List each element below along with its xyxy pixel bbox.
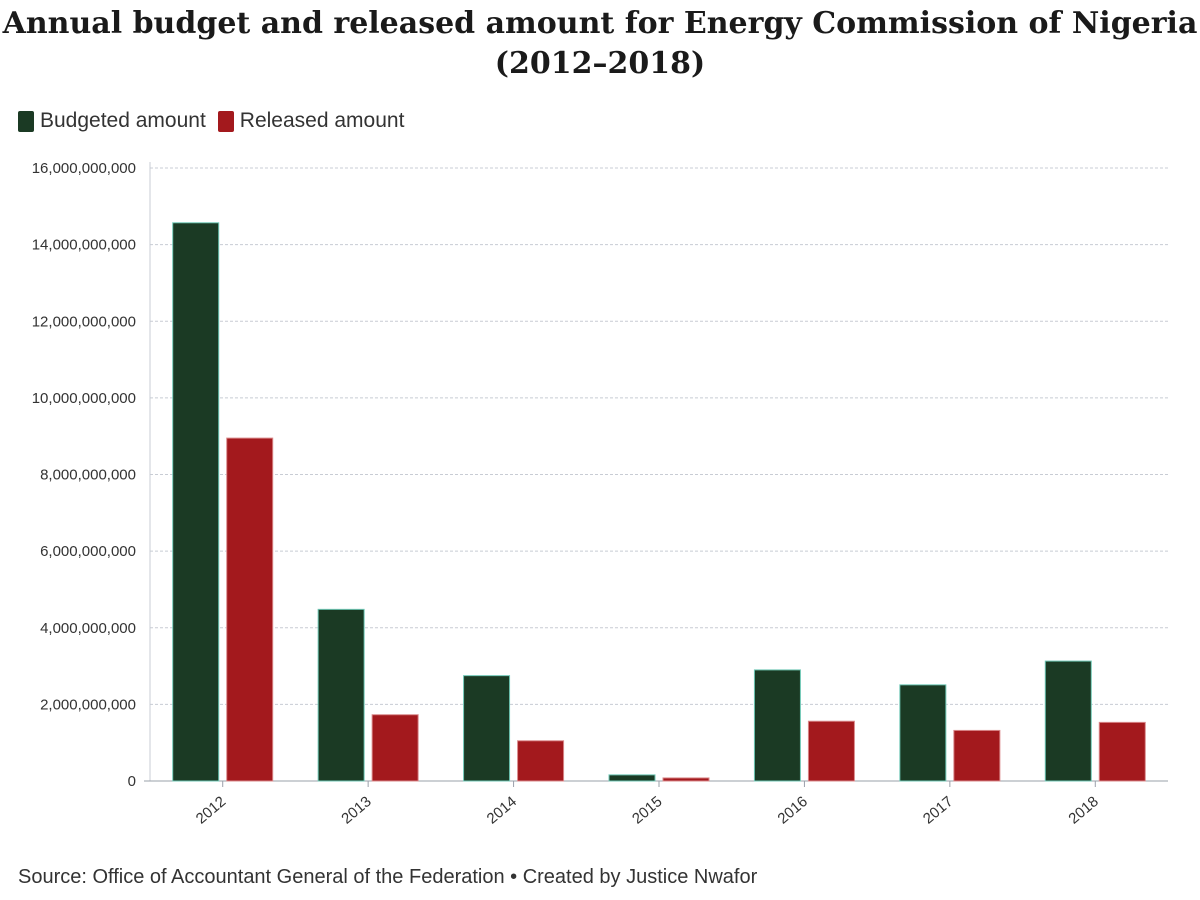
x-tick-label-2018: 2018: [1065, 793, 1101, 827]
legend-label-released: Released amount: [239, 109, 405, 132]
bar-2016-budgeted: [753, 669, 801, 782]
source-note: Source: Office of Accountant General of …: [18, 866, 758, 888]
bar-2017-released: [953, 729, 1001, 782]
chart-title: Annual budget and released amount for En…: [0, 4, 1200, 84]
y-tick-label-7: 14,000,000,000: [32, 237, 136, 254]
chart-title-line-1: Annual budget and released amount for En…: [2, 6, 1198, 41]
x-tick-label-2016: 2016: [775, 793, 811, 827]
bar-2014-released: [517, 740, 565, 782]
bar-2014-budgeted: [463, 675, 511, 782]
bar-2013-released: [371, 714, 419, 782]
bar-chart: 0 2,000,000,000 4,000,000,000 6,000,000,000…: [32, 160, 1168, 828]
bar-2017-budgeted: [899, 684, 947, 782]
legend-swatch-budgeted: [18, 110, 34, 132]
bar-2012-released: [226, 437, 274, 782]
x-tick-label-2013: 2013: [338, 793, 374, 827]
y-tick-label-2: 4,000,000,000: [40, 620, 136, 637]
bar-2018-released: [1098, 721, 1146, 782]
bar-2013-budgeted: [317, 608, 365, 782]
x-tick-label-2012: 2012: [193, 793, 229, 827]
legend-item-released: Released amount: [217, 109, 405, 133]
bar-2016-released: [807, 720, 855, 782]
legend-swatch-released: [217, 110, 234, 132]
y-tick-label-1: 2,000,000,000: [40, 696, 136, 713]
bar-2015-released: [662, 777, 710, 782]
legend-item-budgeted: Budgeted amount: [18, 109, 206, 133]
legend: Budgeted amount Released amount: [18, 106, 416, 136]
y-tick-label-4: 8,000,000,000: [40, 467, 136, 484]
y-tick-label-5: 10,000,000,000: [32, 390, 136, 407]
y-tick-label-8: 16,000,000,000: [32, 160, 136, 177]
bar-2015-budgeted: [608, 774, 656, 782]
x-tick-label-2014: 2014: [484, 793, 520, 827]
x-tick-label-2015: 2015: [629, 793, 665, 827]
y-tick-label-3: 6,000,000,000: [40, 543, 136, 560]
y-tick-label-0: 0: [128, 773, 136, 790]
x-tick-label-2017: 2017: [920, 793, 956, 827]
y-tick-label-6: 12,000,000,000: [32, 313, 136, 330]
bar-2018-budgeted: [1044, 660, 1092, 782]
chart-title-line-2: (2012–2018): [494, 46, 706, 81]
legend-label-budgeted: Budgeted amount: [40, 109, 206, 132]
bar-2012-budgeted: [172, 222, 220, 782]
